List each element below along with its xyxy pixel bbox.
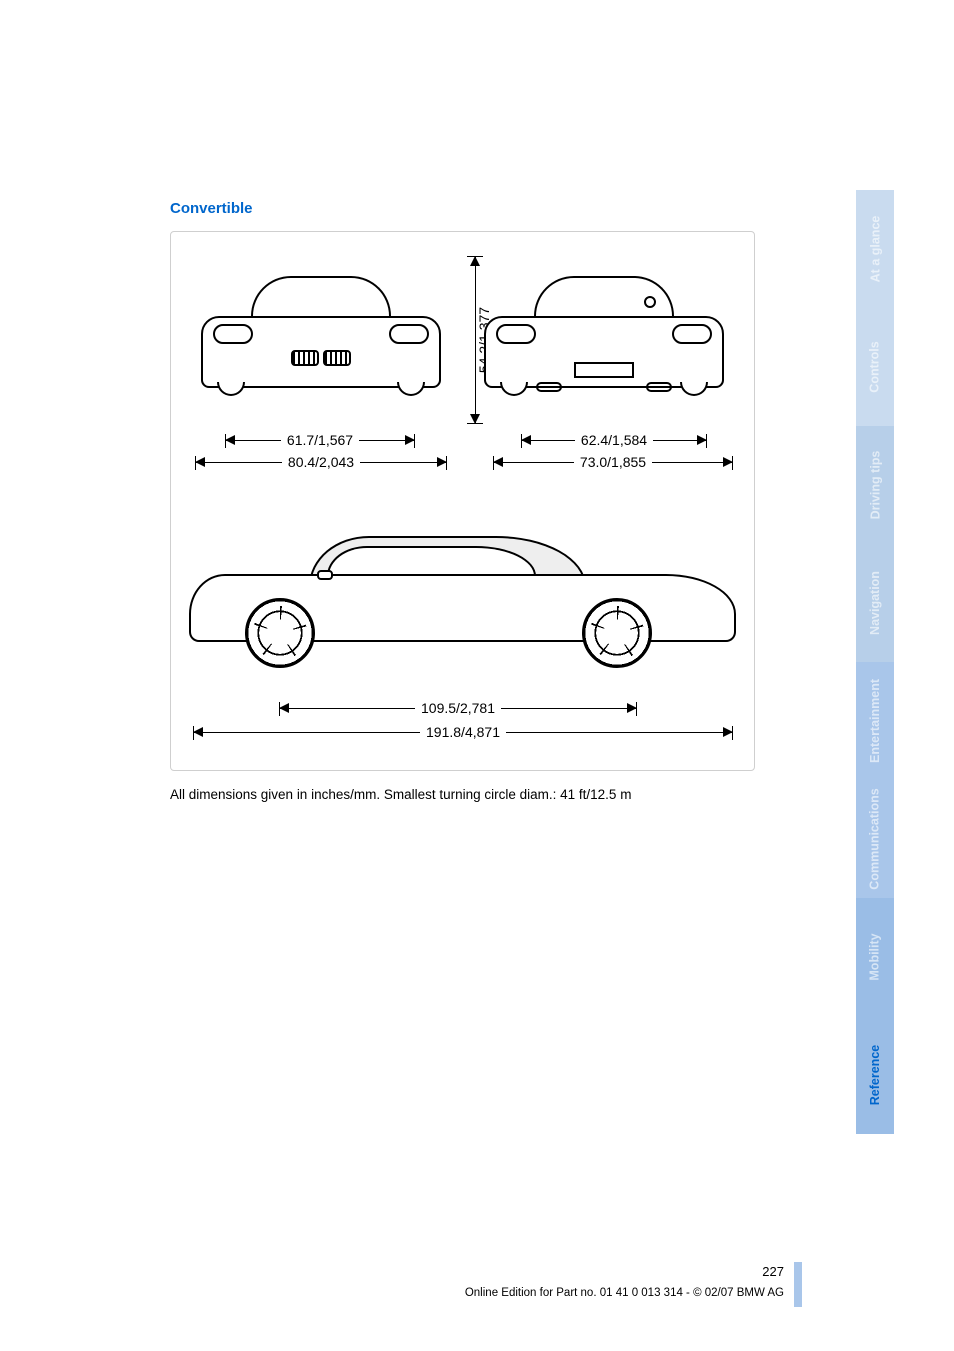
tab-label: Controls [868,341,882,392]
tab-reference[interactable]: Reference [856,1016,894,1134]
car-front-view [191,256,451,426]
tab-label: Driving tips [868,451,882,520]
dim-rear-width-label: 73.0/1,855 [574,454,652,470]
car-rear-view [474,256,734,426]
tab-label: At a glance [868,216,882,283]
tab-label: Communications [868,788,882,889]
tab-communications[interactable]: Communications [856,780,894,898]
tab-driving-tips[interactable]: Driving tips [856,426,894,544]
tab-label: Mobility [868,933,882,980]
dim-length-label: 191.8/4,871 [420,724,506,740]
page-number: 227 [762,1264,784,1279]
dim-front-track-label: 61.7/1,567 [281,432,359,448]
car-side-view [189,522,736,672]
tab-at-a-glance[interactable]: At a glance [856,190,894,308]
tab-label: Reference [868,1045,882,1105]
tab-entertainment[interactable]: Entertainment [856,662,894,780]
footer-text: Online Edition for Part no. 01 41 0 013 … [0,1287,784,1299]
dimensions-diagram: 54.2/1,377 61.7/1,567 [170,231,755,771]
tab-label: Navigation [868,571,882,635]
tab-mobility[interactable]: Mobility [856,898,894,1016]
section-tabs: At a glance Controls Driving tips Navigatio… [856,190,894,1134]
length-dimension: 191.8/4,871 [193,724,733,740]
dim-rear-track-label: 62.4/1,584 [575,432,653,448]
dim-wheelbase-label: 109.5/2,781 [415,700,501,716]
section-title: Convertible [170,200,760,217]
rear-track-dimension: 62.4/1,584 [521,432,707,448]
page-content: Convertible 54.2/1,377 [0,0,760,1351]
front-track-dimension: 61.7/1,567 [225,432,415,448]
dim-front-width-label: 80.4/2,043 [282,454,360,470]
tab-navigation[interactable]: Navigation [856,544,894,662]
front-width-dimension: 80.4/2,043 [195,454,447,470]
tab-label: Entertainment [868,679,882,763]
wheelbase-dimension: 109.5/2,781 [279,700,637,716]
tab-controls[interactable]: Controls [856,308,894,426]
diagram-caption: All dimensions given in inches/mm. Small… [170,787,760,802]
rear-width-dimension: 73.0/1,855 [493,454,733,470]
